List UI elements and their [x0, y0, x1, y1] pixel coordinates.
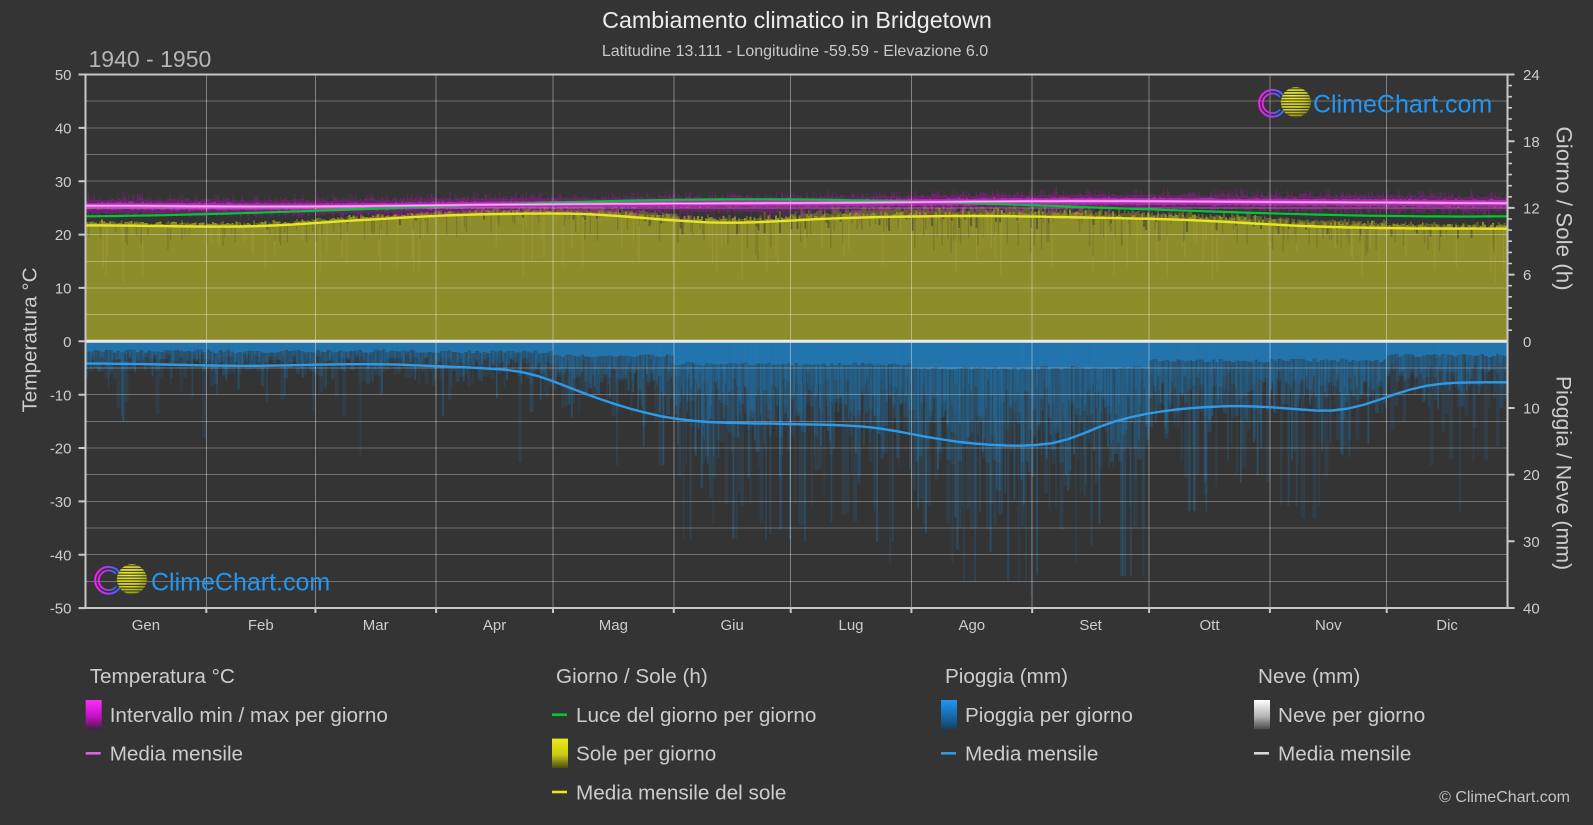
svg-text:-30: -30	[50, 494, 72, 511]
svg-text:© ClimeChart.com: © ClimeChart.com	[1439, 789, 1570, 806]
svg-text:20: 20	[1523, 467, 1540, 484]
svg-text:Giu: Giu	[721, 617, 744, 634]
svg-text:Media mensile: Media mensile	[1278, 743, 1411, 766]
svg-text:Giorno / Sole (h): Giorno / Sole (h)	[556, 665, 708, 688]
svg-text:-20: -20	[50, 441, 72, 458]
svg-text:Set: Set	[1079, 617, 1102, 634]
svg-text:ClimeChart.com: ClimeChart.com	[151, 569, 330, 597]
svg-text:Neve (mm): Neve (mm)	[1258, 665, 1360, 688]
svg-text:Luce del giorno per giorno: Luce del giorno per giorno	[576, 704, 816, 727]
svg-text:Apr: Apr	[483, 617, 506, 634]
svg-text:Sole per giorno: Sole per giorno	[576, 743, 716, 766]
svg-text:Media mensile del sole: Media mensile del sole	[576, 781, 786, 804]
svg-text:Latitudine 13.111 - Longitudin: Latitudine 13.111 - Longitudine -59.59 -…	[602, 43, 988, 60]
svg-text:30: 30	[1523, 534, 1540, 551]
svg-text:10: 10	[1523, 401, 1540, 418]
svg-text:40: 40	[55, 121, 72, 138]
svg-text:24: 24	[1523, 67, 1540, 84]
svg-text:18: 18	[1523, 134, 1540, 151]
svg-text:-40: -40	[50, 547, 72, 564]
svg-text:Ott: Ott	[1199, 617, 1220, 634]
svg-text:Gen: Gen	[132, 617, 160, 634]
svg-text:Ago: Ago	[958, 617, 985, 634]
svg-text:0: 0	[1523, 334, 1531, 351]
svg-text:Giorno / Sole (h): Giorno / Sole (h)	[1552, 126, 1577, 290]
svg-text:-10: -10	[50, 387, 72, 404]
svg-text:Pioggia / Neve (mm): Pioggia / Neve (mm)	[1552, 376, 1576, 570]
svg-text:Pioggia (mm): Pioggia (mm)	[945, 665, 1068, 688]
svg-text:Dic: Dic	[1436, 617, 1458, 634]
svg-text:Cambiamento climatico in Bridg: Cambiamento climatico in Bridgetown	[602, 7, 992, 33]
svg-text:Intervallo min / max per giorn: Intervallo min / max per giorno	[110, 704, 388, 727]
svg-text:Pioggia per giorno: Pioggia per giorno	[965, 704, 1133, 727]
svg-text:0: 0	[63, 334, 71, 351]
svg-text:Mar: Mar	[363, 617, 389, 634]
svg-text:1940 - 1950: 1940 - 1950	[89, 46, 212, 72]
svg-text:30: 30	[55, 174, 72, 191]
svg-text:Temperatura °C: Temperatura °C	[90, 665, 235, 688]
svg-text:10: 10	[55, 281, 72, 298]
svg-text:Temperatura °C: Temperatura °C	[19, 267, 42, 412]
svg-text:Nov: Nov	[1315, 617, 1342, 634]
svg-text:20: 20	[55, 227, 72, 244]
svg-text:Lug: Lug	[838, 617, 863, 634]
svg-text:Mag: Mag	[599, 617, 628, 634]
svg-text:40: 40	[1523, 601, 1540, 618]
svg-text:Media mensile: Media mensile	[110, 743, 243, 766]
svg-text:Neve per giorno: Neve per giorno	[1278, 704, 1425, 727]
svg-text:6: 6	[1523, 267, 1531, 284]
svg-text:ClimeChart.com: ClimeChart.com	[1313, 91, 1492, 119]
svg-text:Feb: Feb	[248, 617, 274, 634]
svg-text:50: 50	[55, 67, 72, 84]
svg-text:Media mensile: Media mensile	[965, 743, 1098, 766]
svg-text:12: 12	[1523, 201, 1540, 218]
svg-text:-50: -50	[50, 601, 72, 618]
